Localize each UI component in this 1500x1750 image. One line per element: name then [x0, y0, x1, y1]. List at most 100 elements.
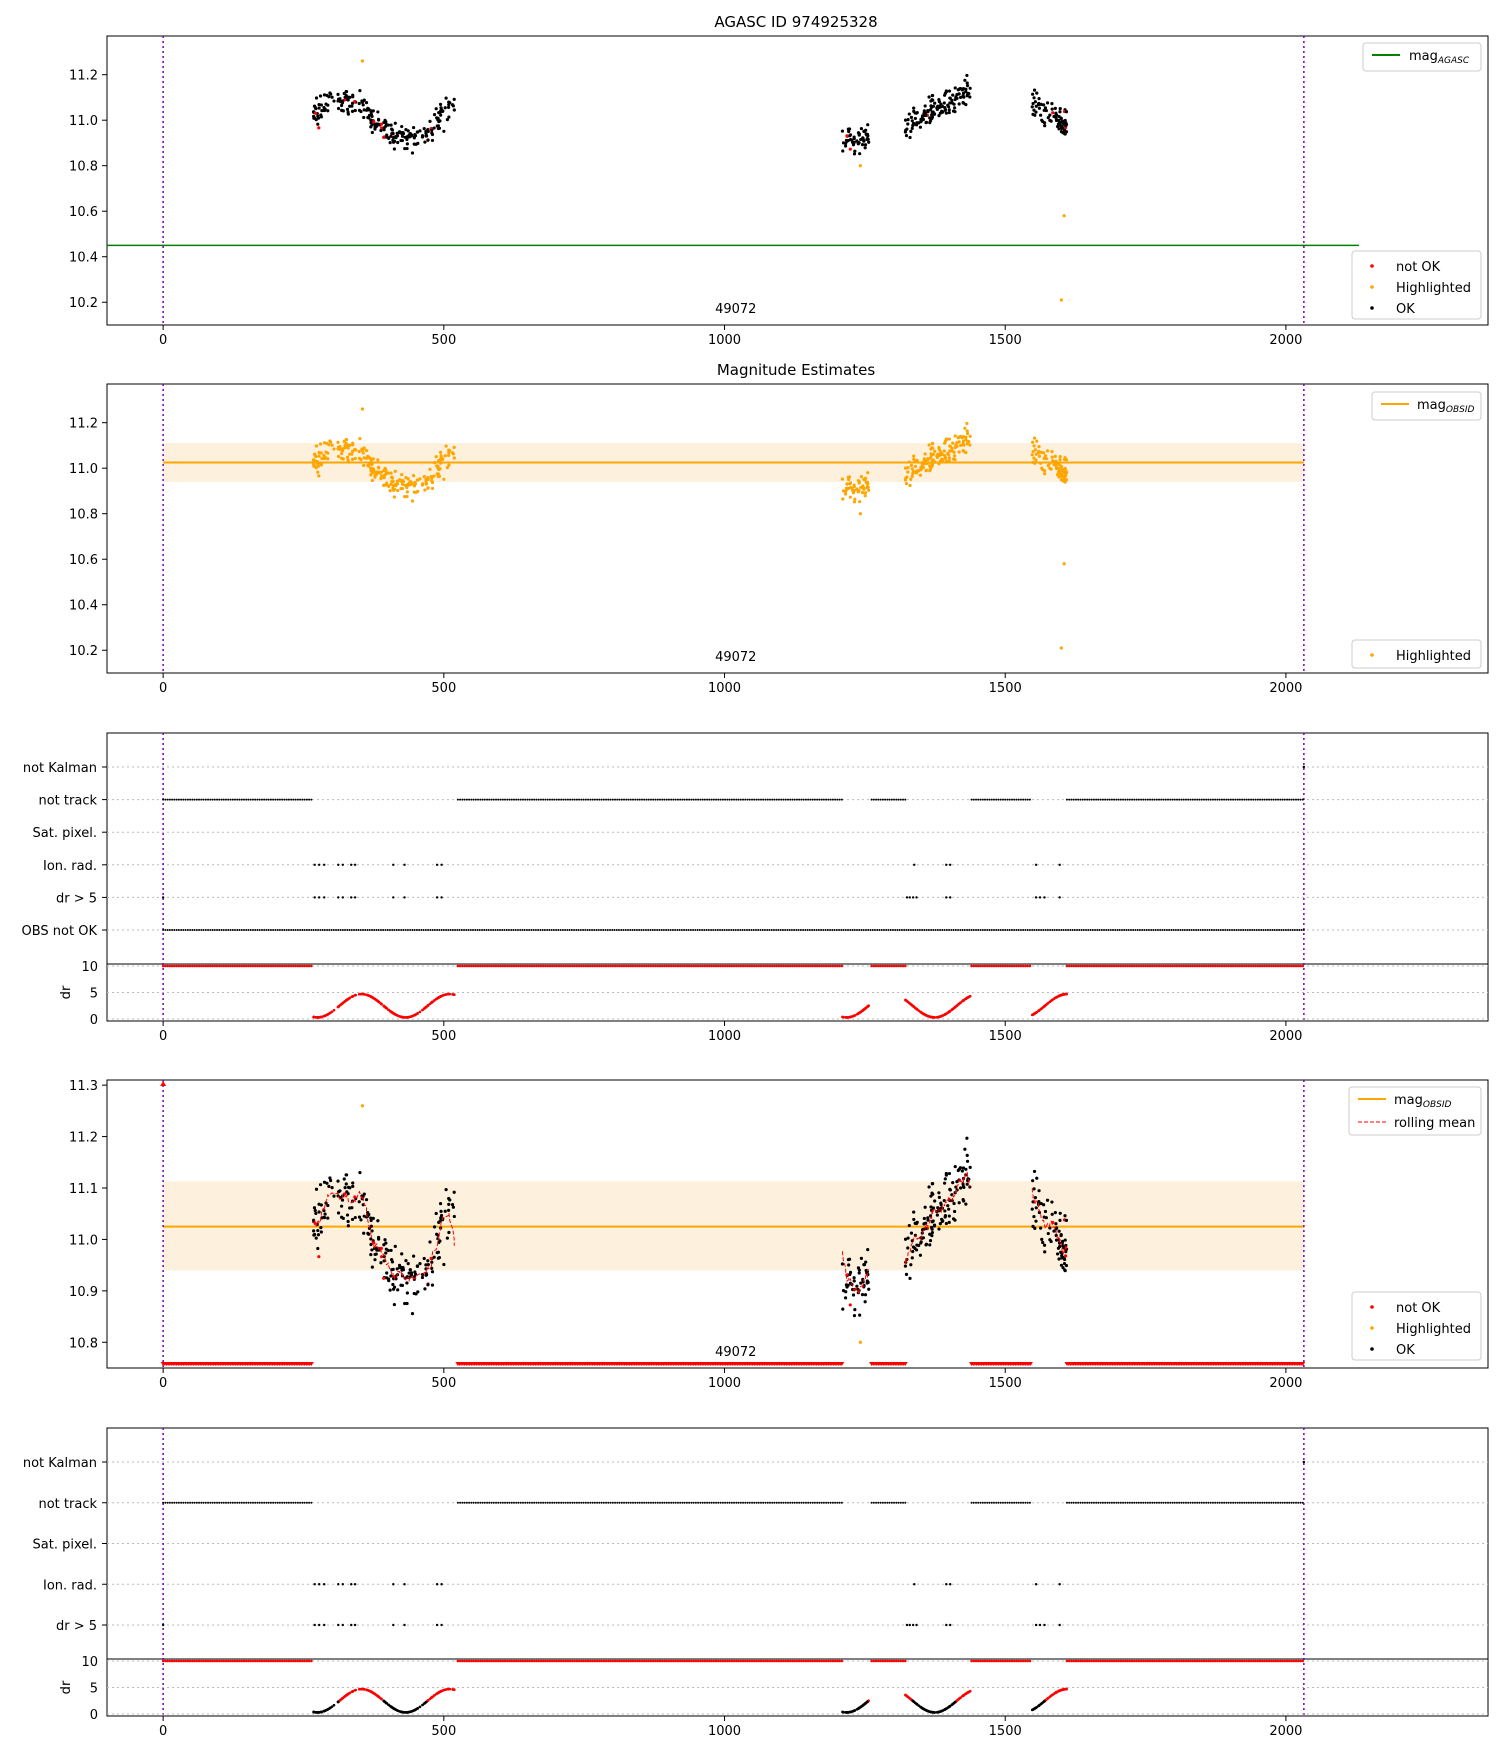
p3-dr-track-point: [1294, 964, 1298, 968]
p3-dr-track-point: [660, 964, 664, 968]
p3-not-track-point: [249, 798, 252, 801]
p3-not-track-point: [1173, 798, 1176, 801]
p2-point: [856, 488, 860, 492]
p2-point: [424, 477, 428, 482]
p5-not-track-point: [591, 1501, 594, 1504]
p3-obs-not-ok-point: [916, 929, 919, 931]
p3-not-track-point: [497, 798, 500, 801]
p5-not-track-point: [1019, 1501, 1022, 1504]
p3-obs-not-ok-point: [1150, 929, 1153, 931]
p5-category-label: not Kalman: [23, 1456, 97, 1471]
p3-dr5-point: [440, 896, 443, 899]
p3-not-track-point: [1182, 798, 1185, 801]
p5-not-track-point: [768, 1501, 771, 1504]
p5-not-track-point: [227, 1501, 230, 1504]
p3-obs-not-ok-point: [1197, 929, 1200, 931]
p5-dr5-point: [945, 1623, 948, 1627]
p3-dr-track-point: [1299, 964, 1302, 968]
p3-obs-not-ok-point: [442, 929, 445, 931]
p5-not-track-point: [902, 1501, 905, 1504]
p2-point: [847, 477, 851, 482]
p4-point: [1034, 1206, 1038, 1210]
p5-dr-track-point: [166, 1659, 169, 1663]
p2-point: [1041, 467, 1045, 472]
p3-obs-not-ok-point: [1271, 929, 1274, 931]
p3-category-label: OBS not OK: [22, 924, 98, 939]
p2-point: [326, 451, 330, 455]
p3-obs-not-ok-point: [723, 929, 726, 931]
p3-dr-track-point: [827, 964, 830, 968]
p5-not-track-point: [508, 1501, 511, 1504]
p5-not-track-point: [609, 1501, 612, 1504]
p5-not-track-point: [760, 1501, 763, 1504]
p4-point: [841, 1307, 845, 1311]
p4-point: [322, 1215, 326, 1219]
p2-point: [405, 494, 409, 499]
p5-not-track-point: [463, 1501, 466, 1504]
p3-not-track-point: [593, 798, 596, 801]
p3-obs-not-ok-point: [481, 929, 484, 931]
p5-not-track-point: [470, 1501, 473, 1504]
p3-dr-point: [845, 1016, 849, 1019]
p1-point: [852, 140, 856, 144]
p3-not-track-point: [463, 798, 466, 801]
p4-point: [408, 1268, 412, 1272]
p3-obs-not-ok-point: [476, 929, 479, 931]
p1-point: [340, 108, 344, 112]
p3-dr-track-point: [1171, 964, 1174, 968]
p5-not-track-point: [649, 1501, 652, 1504]
p1-point: [451, 104, 455, 108]
p3-obs-not-ok-point: [550, 929, 553, 931]
p2-point: [395, 479, 399, 483]
p2-point: [411, 473, 416, 478]
p2-point: [951, 441, 955, 445]
p3-obs-not-ok-point: [1206, 929, 1209, 931]
p4-point: [864, 1260, 868, 1264]
p3-obs-not-ok-point: [707, 929, 710, 931]
p3-dr-point: [371, 996, 374, 999]
p1-point: [326, 103, 330, 107]
p2-point: [1059, 478, 1064, 482]
p4-point: [415, 1264, 419, 1268]
p3-obs-not-ok-point: [674, 929, 677, 931]
p3-obs-not-ok-point: [1024, 929, 1027, 931]
p1-point: [400, 138, 405, 143]
p3-obs-not-ok-point: [388, 929, 391, 931]
p3-obs-not-ok-point: [804, 929, 807, 931]
p5-frame: [106, 1427, 1489, 1717]
p2-point: [338, 445, 342, 449]
p4-point: [1054, 1222, 1058, 1226]
p1-point: [947, 89, 952, 93]
p3-not-track-point: [742, 798, 745, 801]
p3-dr-track-point: [488, 964, 491, 968]
p5-not-track-point: [1229, 1501, 1232, 1504]
p1-point: [910, 119, 914, 123]
p5-not-track-point: [1184, 1501, 1187, 1504]
p3-not-track-point: [202, 798, 205, 801]
p1-point: [392, 139, 397, 143]
p3-obs-not-ok-point: [175, 929, 178, 931]
p4-point: [391, 1282, 395, 1287]
p1-point: [1063, 118, 1067, 123]
p3-obs-not-ok-point: [409, 929, 412, 931]
p5-dr-track-point: [238, 1659, 241, 1663]
p2-point: [323, 455, 327, 459]
p3-not-track-point: [895, 798, 898, 801]
p3-obs-not-ok-point: [308, 929, 311, 931]
p5-dr-tick-label: 5: [90, 1682, 98, 1697]
p2-point: [1039, 461, 1043, 465]
p3-not-track-point: [798, 798, 801, 801]
p1-point: [448, 101, 452, 105]
p3-not-track-point: [510, 798, 513, 801]
p5-not-track-point: [1001, 1501, 1004, 1504]
p3-dr-track-point: [712, 964, 716, 968]
p2-point: [1064, 478, 1069, 482]
p4-below-marker: [1300, 1362, 1306, 1366]
p5-not-track-point: [1115, 1501, 1118, 1504]
p3-obs-not-ok-point: [1091, 929, 1094, 931]
p5-dr-track-point: [1258, 1659, 1262, 1663]
p5-dr-track-point: [1272, 1659, 1275, 1663]
p3-dr-track-point: [175, 964, 178, 968]
p5-not-track-point: [688, 1501, 691, 1504]
p3-not-track-point: [1184, 798, 1187, 801]
